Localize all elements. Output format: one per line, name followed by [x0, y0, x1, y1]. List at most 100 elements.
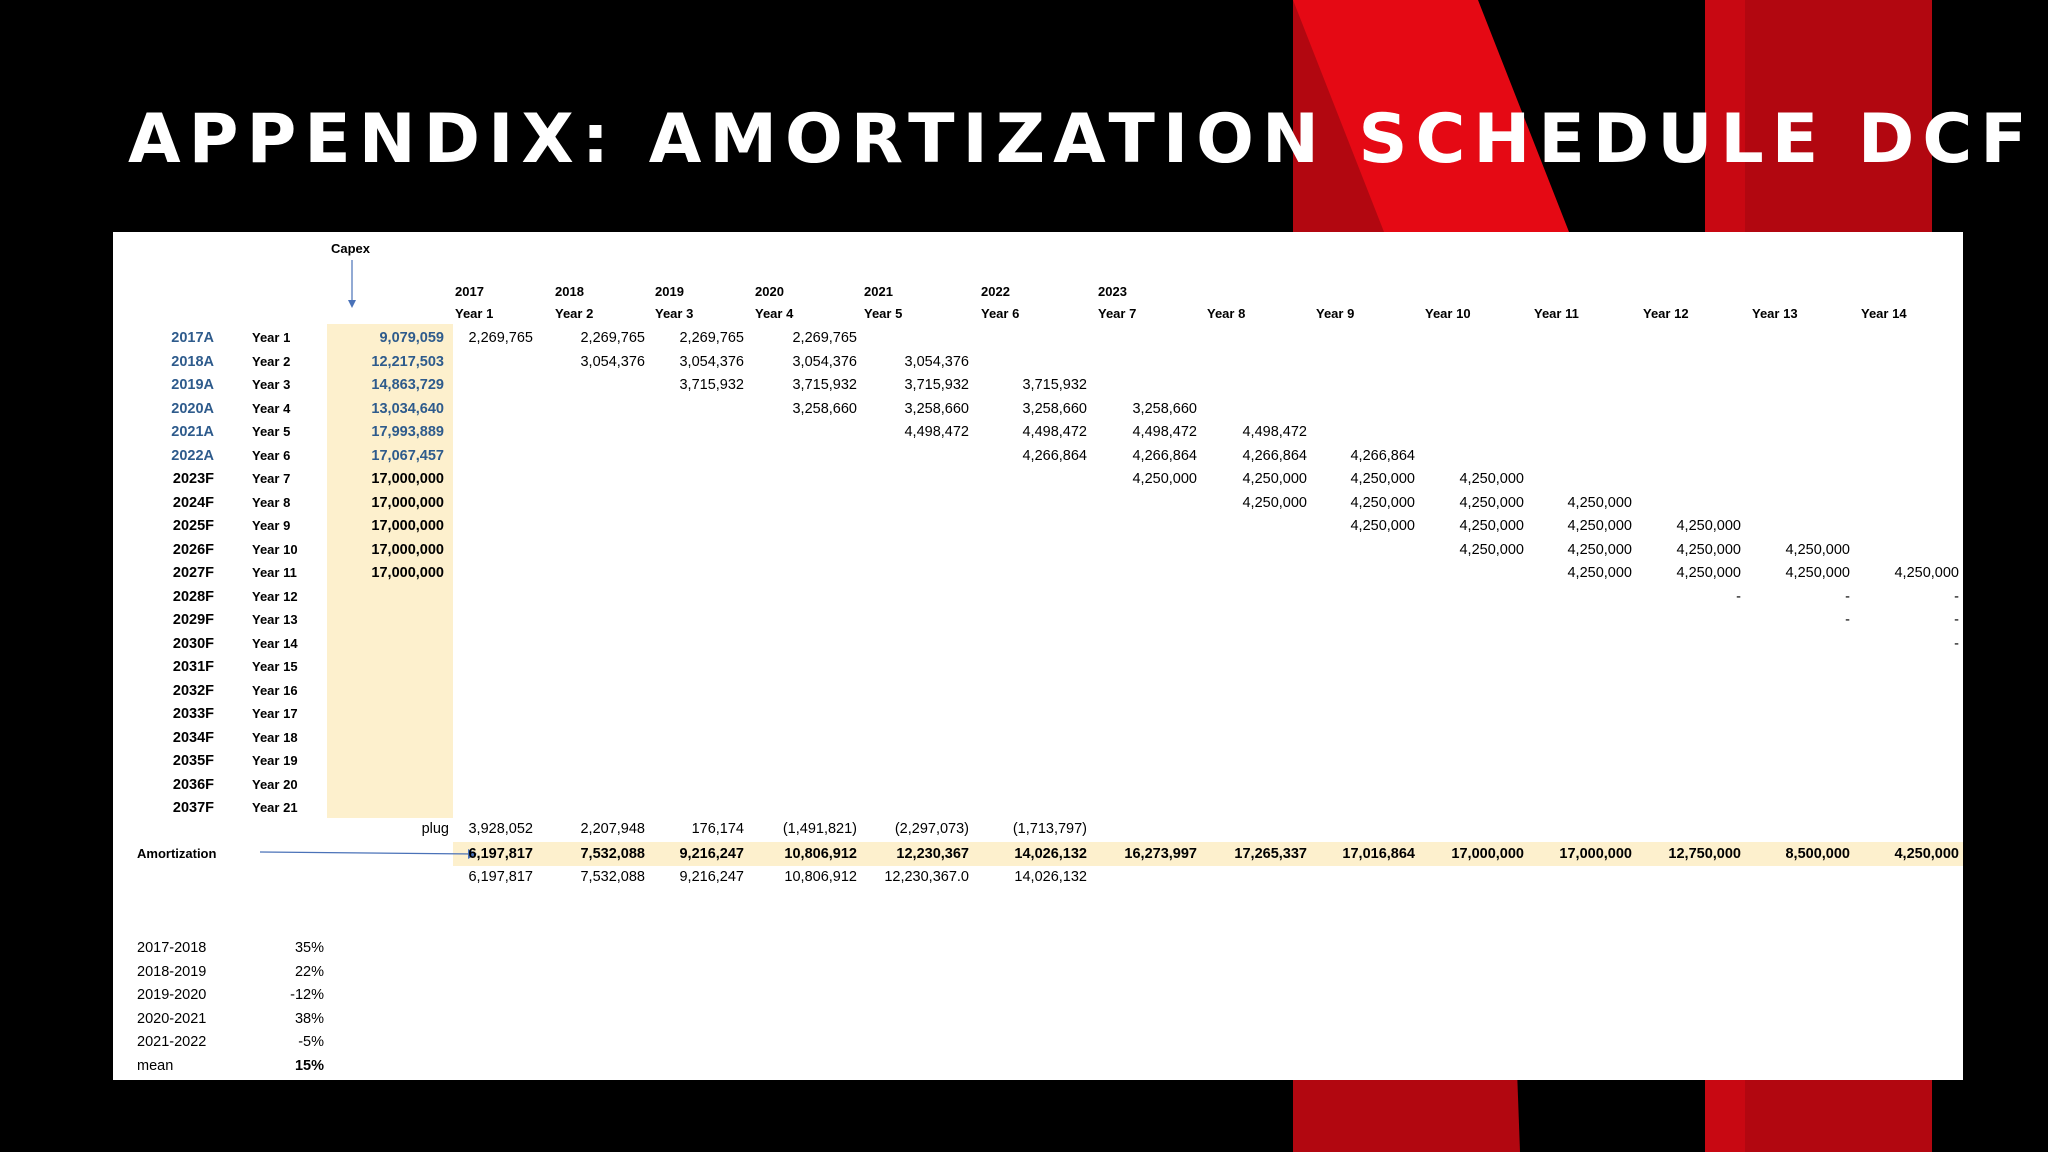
schedule-cell: 3,258,660: [1132, 400, 1197, 417]
row-period-label: 2022A: [171, 447, 214, 464]
amortization-value: 12,750,000: [1668, 846, 1741, 862]
page-title: APPENDIX: AMORTIZATION SCHEDULE DCF: [128, 100, 2035, 179]
schedule-cell: 4,250,000: [1350, 471, 1415, 487]
schedule-cell: 3,258,660: [792, 400, 857, 417]
capex-value: 13,034,640: [371, 400, 444, 417]
row-period-label: 2019A: [171, 377, 214, 393]
calendar-year-header: 2018: [555, 284, 584, 299]
calendar-year-header: 2023: [1098, 284, 1127, 299]
year-header: Year 3: [655, 306, 694, 321]
row-period-label: 2017A: [171, 330, 214, 346]
year-header: Year 10: [1425, 306, 1471, 321]
row-period-label: 2032F: [172, 682, 214, 699]
row-period-label: 2023F: [172, 471, 214, 487]
row-year-label: Year 11: [252, 565, 297, 580]
schedule-cell: 3,054,376: [792, 353, 857, 370]
amortization-value: 17,265,337: [1234, 846, 1307, 862]
row-year-label: Year 6: [252, 447, 291, 463]
plug-value: (1,713,797): [1012, 821, 1087, 837]
row-year-label: Year 9: [252, 518, 291, 533]
year-header: Year 4: [755, 306, 794, 321]
check-value: 10,806,912: [784, 869, 857, 885]
growth-value: 22%: [294, 963, 324, 980]
amortization-value: 7,532,088: [580, 846, 645, 862]
growth-label: 2017-2018: [137, 940, 207, 956]
schedule-cell: 4,498,472: [1022, 424, 1087, 440]
row-period-label: 2033F: [172, 706, 214, 722]
schedule-cell: 4,250,000: [1567, 494, 1632, 511]
schedule-cell: 4,250,000: [1132, 471, 1197, 487]
capex-value: 17,000,000: [371, 494, 444, 511]
schedule-cell: 2,269,765: [679, 330, 744, 346]
row-year-label: Year 4: [252, 400, 291, 416]
row-year-label: Year 21: [252, 800, 298, 815]
schedule-cell: 4,250,000: [1350, 494, 1415, 511]
schedule-cell: 2,269,765: [580, 330, 645, 346]
amortization-spreadsheet: Capex 2017 2018 2019 2020 2021 2022 2023 Year 1…: [113, 232, 1963, 1080]
schedule-cell: 3,258,660: [904, 400, 969, 417]
row-year-label: Year 18: [252, 729, 298, 745]
row-period-label: 2037F: [172, 800, 214, 816]
schedule-cell: 4,250,000: [1676, 565, 1741, 581]
growth-label: mean: [137, 1057, 174, 1074]
row-period-label: 2025F: [172, 518, 214, 534]
check-value: 6,197,817: [468, 869, 533, 885]
row-period-label: 2021A: [171, 424, 214, 440]
row-year-label: Year 10: [252, 541, 298, 557]
schedule-cell: 3,054,376: [580, 353, 645, 370]
year-header: Year 11: [1534, 306, 1579, 321]
schedule-cell: 3,715,932: [904, 377, 969, 393]
growth-value: 35%: [294, 940, 324, 956]
row-year-label: Year 7: [252, 471, 291, 486]
schedule-cell: 4,498,472: [904, 424, 969, 440]
check-value: 12,230,367.0: [884, 869, 969, 885]
amortization-value: 9,216,247: [679, 846, 744, 862]
row-period-label: 2027F: [172, 565, 214, 581]
schedule-cell: 2,269,765: [468, 330, 533, 346]
row-year-label: Year 1: [252, 330, 291, 345]
schedule-cell: 4,250,000: [1459, 541, 1524, 558]
schedule-cell: 4,498,472: [1132, 424, 1197, 440]
schedule-cell: 3,715,932: [1022, 377, 1087, 393]
plug-value: 2,207,948: [580, 821, 645, 837]
growth-value: 38%: [294, 1010, 324, 1027]
plug-value: (1,491,821): [782, 821, 857, 837]
schedule-cell: 4,250,000: [1459, 494, 1524, 511]
schedule-cell: 4,250,000: [1567, 518, 1632, 534]
schedule-cell: 4,250,000: [1242, 471, 1307, 487]
growth-label: 2019-2020: [137, 987, 207, 1003]
calendar-year-header: 2017: [455, 284, 484, 299]
schedule-cell: 4,250,000: [1459, 518, 1524, 534]
schedule-cell: 4,266,864: [1242, 447, 1307, 464]
amortization-value: 16,273,997: [1124, 846, 1197, 862]
amortization-value: 10,806,912: [784, 846, 857, 862]
row-period-label: 2029F: [172, 612, 214, 628]
amortization-label: Amortization: [137, 846, 217, 861]
row-year-label: Year 20: [252, 776, 298, 792]
growth-label: 2018-2019: [137, 963, 207, 980]
row-year-label: Year 5: [252, 424, 291, 439]
schedule-cell: -: [1845, 612, 1850, 628]
row-year-label: Year 15: [252, 659, 298, 674]
schedule-cell: -: [1954, 635, 1959, 652]
schedule-cell: 4,250,000: [1567, 541, 1632, 558]
growth-value: -5%: [298, 1034, 324, 1050]
capex-value: 17,000,000: [371, 471, 444, 487]
year-header: Year 1: [455, 306, 494, 321]
schedule-cell: 4,266,864: [1132, 447, 1197, 464]
growth-value: -12%: [290, 987, 324, 1003]
schedule-cell: 4,498,472: [1242, 424, 1307, 440]
schedule-cell: 2,269,765: [792, 330, 857, 346]
schedule-cell: 4,250,000: [1242, 494, 1307, 511]
schedule-cell: -: [1954, 588, 1959, 605]
row-period-label: 2036F: [172, 776, 214, 793]
year-header: Year 9: [1316, 306, 1355, 321]
amortization-value: 17,000,000: [1451, 846, 1524, 862]
amortization-highlight: [453, 842, 1963, 866]
schedule-cell: 3,715,932: [792, 377, 857, 393]
year-header: Year 7: [1098, 306, 1137, 321]
year-header: Year 14: [1861, 306, 1907, 321]
amortization-value: 6,197,817: [468, 846, 533, 862]
schedule-cell: 4,250,000: [1894, 565, 1959, 581]
schedule-cell: 4,250,000: [1350, 518, 1415, 534]
